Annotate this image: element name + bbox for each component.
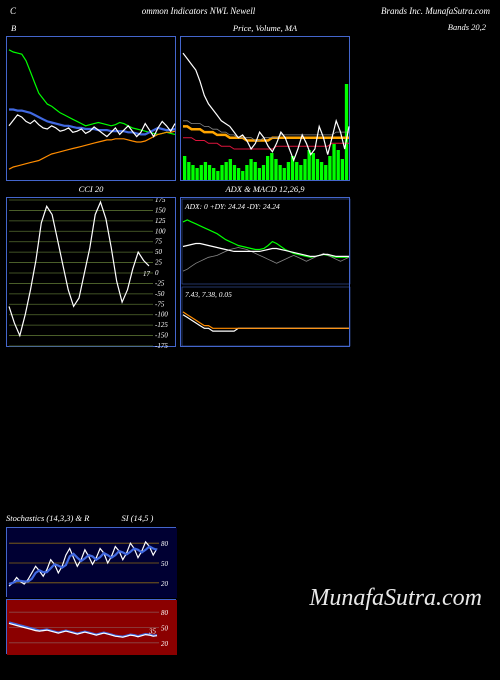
header-left: C bbox=[10, 6, 16, 16]
svg-text:-175: -175 bbox=[155, 342, 168, 348]
rsi-panel: 80 50 20 35 bbox=[6, 599, 176, 654]
svg-text:20: 20 bbox=[161, 640, 169, 648]
svg-text:0: 0 bbox=[155, 269, 159, 277]
svg-text:-75: -75 bbox=[155, 300, 165, 308]
svg-text:-100: -100 bbox=[155, 311, 168, 319]
bollinger-panel: B bbox=[6, 36, 176, 181]
svg-text:125: 125 bbox=[155, 217, 166, 225]
svg-text:25: 25 bbox=[155, 259, 163, 267]
page-header: C ommon Indicators NWL Newell Brands Inc… bbox=[0, 0, 500, 22]
svg-text:50: 50 bbox=[161, 560, 169, 568]
adx-macd-panel: ADX & MACD 12,26,9 ADX: 0 +DY: 24.24 -DY… bbox=[180, 197, 350, 347]
bb-chart bbox=[7, 37, 177, 182]
svg-text:150: 150 bbox=[155, 206, 166, 214]
svg-text:-25: -25 bbox=[155, 279, 165, 287]
rsi-chart: 80 50 20 35 bbox=[7, 600, 177, 655]
svg-text:-125: -125 bbox=[155, 321, 168, 329]
svg-text:50: 50 bbox=[155, 248, 163, 256]
cci-chart: 175 150 125 100 75 50 25 0 -25 -50 -75 -100 -125 -150… bbox=[7, 198, 177, 348]
price-ma-panel: Price, Volume, MA bbox=[180, 36, 350, 181]
pma-chart bbox=[181, 37, 351, 182]
svg-text:ADX: 0 +DY: 24.24 -DY: 24: ADX: 0 +DY: 24.24 -DY: 24.24 bbox=[184, 202, 280, 211]
bands-label: Bands 20,2 bbox=[354, 22, 494, 32]
svg-text:7.43, 7.38, 0.05: 7.43, 7.38, 0.05 bbox=[185, 290, 232, 299]
svg-text:100: 100 bbox=[155, 227, 166, 235]
svg-text:80: 80 bbox=[161, 540, 169, 548]
svg-text:75: 75 bbox=[155, 238, 163, 246]
svg-text:20: 20 bbox=[161, 580, 169, 588]
header-right: Brands Inc. MunafaSutra.com bbox=[381, 6, 490, 16]
svg-text:175: 175 bbox=[155, 198, 166, 204]
stoch-title: Stochastics (14,3,3) & R SI (14,5 ) bbox=[6, 513, 346, 523]
adx-chart: ADX: 0 +DY: 24.24 -DY: 24.247.43, 7.38, … bbox=[181, 198, 351, 348]
svg-text:-150: -150 bbox=[155, 332, 168, 340]
svg-text:17: 17 bbox=[143, 270, 151, 278]
svg-text:50: 50 bbox=[161, 625, 169, 633]
stochastics-panel: 80 50 20 bbox=[6, 527, 176, 597]
cci-panel: CCI 20 1751501251007550250-25-50-75-100-… bbox=[6, 197, 176, 347]
adx-title: ADX & MACD 12,26,9 bbox=[181, 184, 349, 194]
svg-text:-50: -50 bbox=[155, 290, 165, 298]
svg-text:80: 80 bbox=[161, 609, 169, 617]
stoch-chart: 80 50 20 bbox=[7, 528, 177, 598]
pma-title: Price, Volume, MA bbox=[181, 23, 349, 33]
bb-title: B bbox=[7, 23, 175, 33]
svg-text:35: 35 bbox=[148, 628, 157, 636]
cci-title: CCI 20 bbox=[7, 184, 175, 194]
header-center: ommon Indicators NWL Newell bbox=[142, 6, 256, 16]
